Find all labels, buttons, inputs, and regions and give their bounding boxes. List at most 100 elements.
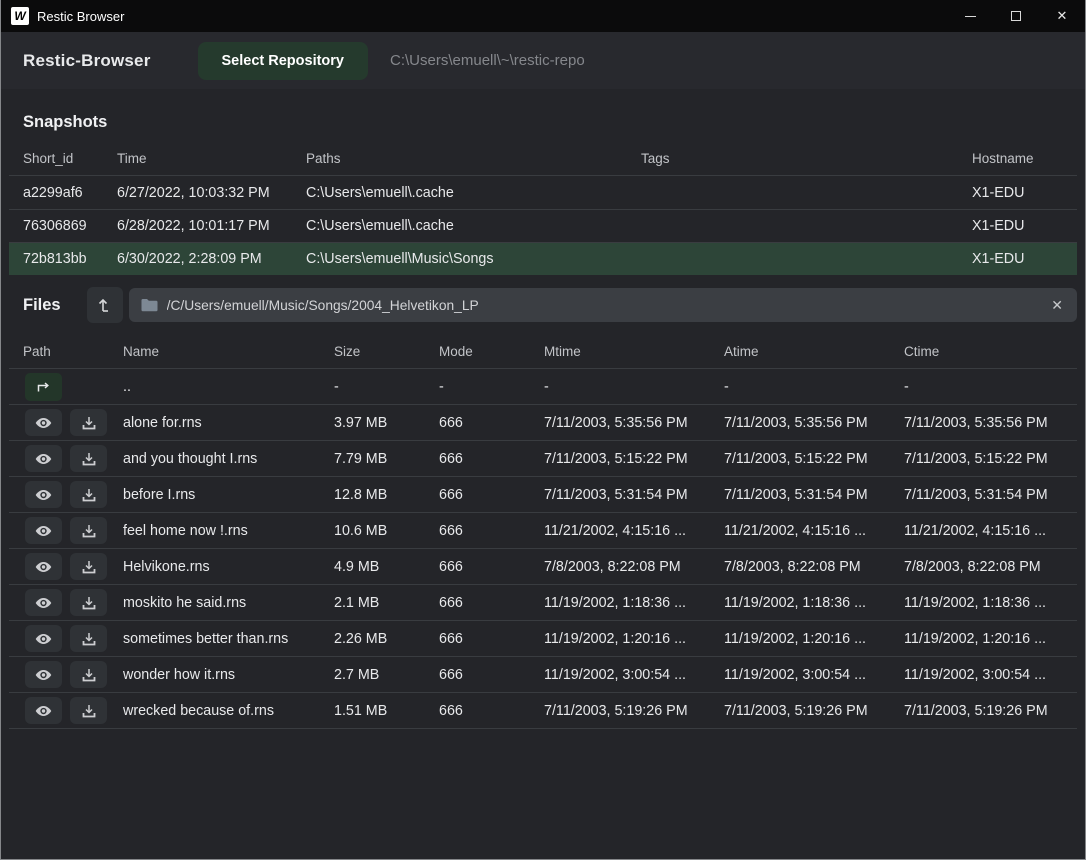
eye-icon <box>35 705 52 717</box>
file-ctime: 7/11/2003, 5:35:56 PM <box>904 414 1048 431</box>
file-mtime: 7/11/2003, 5:31:54 PM <box>544 486 688 503</box>
column-header-mtime: Mtime <box>544 344 581 359</box>
close-button[interactable]: ✕ <box>1039 0 1085 32</box>
snapshot-row[interactable]: 72b813bb 6/30/2022, 2:28:09 PM C:\Users\… <box>9 242 1077 275</box>
column-header-paths: Paths <box>306 151 341 166</box>
close-icon: ✕ <box>1056 8 1068 23</box>
file-name: wonder how it.rns <box>123 666 236 683</box>
eye-icon <box>35 561 52 573</box>
files-path-bar[interactable]: /C/Users/emuell/Music/Songs/2004_Helveti… <box>128 288 1077 322</box>
file-size: 2.7 MB <box>334 666 380 683</box>
preview-file-button[interactable] <box>25 553 62 580</box>
file-row: feel home now !.rns 10.6 MB 666 11/21/20… <box>9 513 1077 549</box>
file-atime: 11/19/2002, 1:20:16 ... <box>724 630 867 647</box>
go-parent-directory-button[interactable] <box>25 372 62 401</box>
file-atime: 11/19/2002, 3:00:54 ... <box>724 666 867 683</box>
snapshots-table-header: Short_id Time Paths Tags Hostname <box>9 142 1077 176</box>
file-mode: 666 <box>439 594 463 611</box>
download-file-button[interactable] <box>70 697 107 724</box>
column-header-mode: Mode <box>439 344 473 359</box>
eye-icon <box>35 417 52 429</box>
file-ctime: 11/19/2002, 3:00:54 ... <box>904 666 1047 683</box>
file-mode: 666 <box>439 702 463 719</box>
download-file-button[interactable] <box>70 517 107 544</box>
eye-icon <box>35 633 52 645</box>
file-size: 12.8 MB <box>334 486 388 503</box>
preview-file-button[interactable] <box>25 517 62 544</box>
files-table-body: .. - - - - - <box>9 369 1077 729</box>
download-file-button[interactable] <box>70 589 107 616</box>
preview-file-button[interactable] <box>25 625 62 652</box>
file-atime: 11/21/2002, 4:15:16 ... <box>724 522 867 539</box>
eye-icon <box>35 669 52 681</box>
file-mtime: 7/8/2003, 8:22:08 PM <box>544 558 681 575</box>
preview-file-button[interactable] <box>25 697 62 724</box>
column-header-path: Path <box>23 344 51 359</box>
file-row: wonder how it.rns 2.7 MB 666 11/19/2002,… <box>9 657 1077 693</box>
file-mtime: 11/19/2002, 3:00:54 ... <box>544 666 687 683</box>
file-size: - <box>334 378 339 395</box>
snapshot-row[interactable]: 76306869 6/28/2022, 10:01:17 PM C:\Users… <box>9 209 1077 242</box>
app-icon: W <box>11 7 29 25</box>
file-ctime: 11/19/2002, 1:20:16 ... <box>904 630 1047 647</box>
file-atime: - <box>724 378 729 395</box>
download-file-button[interactable] <box>70 409 107 436</box>
file-mtime: 11/19/2002, 1:20:16 ... <box>544 630 687 647</box>
file-mtime: 11/21/2002, 4:15:16 ... <box>544 522 687 539</box>
file-mtime: 11/19/2002, 1:18:36 ... <box>544 594 687 611</box>
app-header: Restic-Browser Select Repository <box>1 32 1085 89</box>
clear-path-button[interactable]: ✕ <box>1049 297 1065 314</box>
snapshot-row[interactable]: a2299af6 6/27/2022, 10:03:32 PM C:\Users… <box>9 176 1077 209</box>
up-directory-button[interactable] <box>86 287 123 323</box>
snapshot-time: 6/28/2022, 10:01:17 PM <box>117 218 270 234</box>
minimize-button[interactable] <box>947 0 993 32</box>
download-file-button[interactable] <box>70 445 107 472</box>
file-mode: 666 <box>439 522 463 539</box>
eye-icon <box>35 489 52 501</box>
snapshot-time: 6/27/2022, 10:03:32 PM <box>117 184 270 201</box>
file-name: moskito he said.rns <box>123 594 247 611</box>
maximize-button[interactable] <box>993 0 1039 32</box>
file-size: 4.9 MB <box>334 558 380 575</box>
download-file-button[interactable] <box>70 625 107 652</box>
snapshot-paths: C:\Users\emuell\Music\Songs <box>306 251 494 267</box>
preview-file-button[interactable] <box>25 409 62 436</box>
file-name: alone for.rns <box>123 414 202 431</box>
column-header-time: Time <box>117 151 147 166</box>
download-file-button[interactable] <box>70 553 107 580</box>
file-size: 7.79 MB <box>334 450 388 467</box>
repository-path-input[interactable] <box>390 52 1063 69</box>
up-arrow-from-bar-icon <box>98 297 112 313</box>
column-header-hostname: Hostname <box>972 151 1034 166</box>
snapshot-paths: C:\Users\emuell\.cache <box>306 218 454 234</box>
file-atime: 11/19/2002, 1:18:36 ... <box>724 594 867 611</box>
file-name: before I.rns <box>123 486 196 503</box>
file-size: 3.97 MB <box>334 414 388 431</box>
snapshot-hostname: X1-EDU <box>972 251 1025 267</box>
file-atime: 7/11/2003, 5:19:26 PM <box>724 702 868 719</box>
preview-file-button[interactable] <box>25 661 62 688</box>
file-mtime: 7/11/2003, 5:19:26 PM <box>544 702 688 719</box>
snapshot-short-id: 76306869 <box>23 218 87 234</box>
preview-file-button[interactable] <box>25 445 62 472</box>
download-icon <box>82 452 96 466</box>
download-icon <box>82 704 96 718</box>
download-file-button[interactable] <box>70 661 107 688</box>
eye-icon <box>35 453 52 465</box>
snapshots-table: Short_id Time Paths Tags Hostname a2299a… <box>9 142 1077 275</box>
download-icon <box>82 488 96 502</box>
window-controls: ✕ <box>947 0 1085 32</box>
maximize-icon <box>1011 11 1021 21</box>
file-mode: - <box>439 378 444 395</box>
select-repository-button[interactable]: Select Repository <box>197 41 369 80</box>
column-header-size: Size <box>334 344 361 359</box>
files-bar: Files /C/Users/emuell/Music/Songs/2004_H… <box>1 287 1077 323</box>
file-size: 10.6 MB <box>334 522 388 539</box>
preview-file-button[interactable] <box>25 589 62 616</box>
file-mode: 666 <box>439 666 463 683</box>
preview-file-button[interactable] <box>25 481 62 508</box>
snapshots-table-body: a2299af6 6/27/2022, 10:03:32 PM C:\Users… <box>9 176 1077 275</box>
download-icon <box>82 632 96 646</box>
snapshot-hostname: X1-EDU <box>972 184 1025 201</box>
download-file-button[interactable] <box>70 481 107 508</box>
